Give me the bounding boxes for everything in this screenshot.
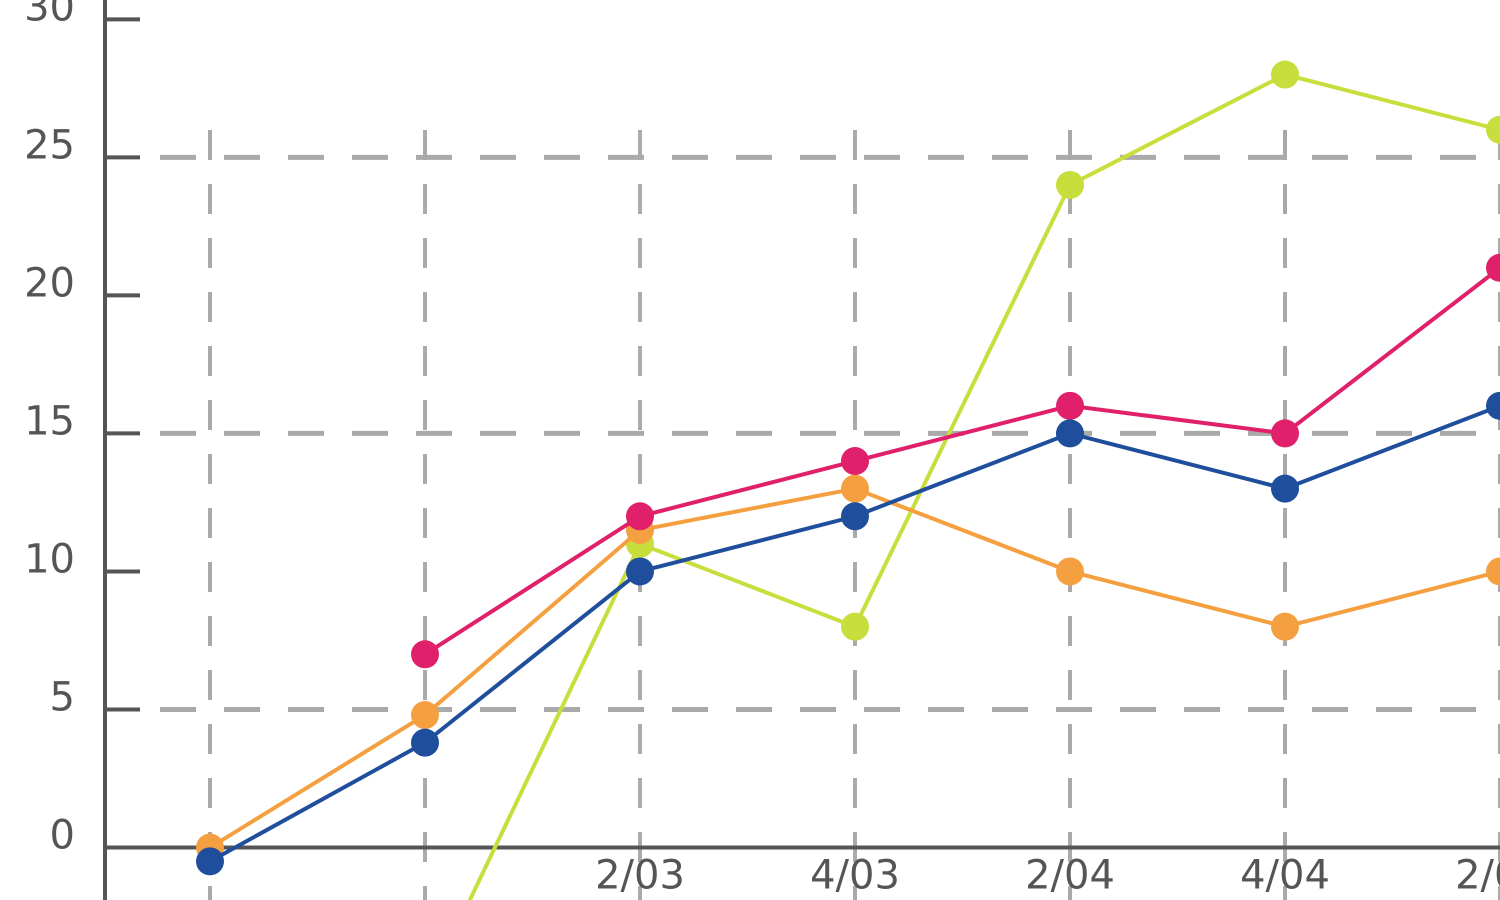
y-tick-label: 20: [24, 260, 75, 306]
data-point: [841, 612, 869, 641]
x-tick-label: 2/04: [1025, 853, 1115, 899]
data-point: [411, 701, 439, 730]
data-point: [1271, 60, 1299, 89]
data-point: [1056, 557, 1084, 586]
y-tick-label: 25: [24, 122, 75, 168]
data-point: [1056, 170, 1084, 199]
data-point: [1056, 391, 1084, 420]
y-tick-label: 15: [24, 398, 75, 444]
y-tick-label: 0: [50, 813, 75, 859]
data-point: [1486, 115, 1500, 144]
data-point: [841, 447, 869, 476]
data-point: [1056, 419, 1084, 448]
data-point: [1486, 557, 1500, 586]
y-tick-label: 5: [50, 675, 75, 721]
data-point: [1271, 419, 1299, 448]
data-point: [411, 640, 439, 669]
data-point: [1271, 612, 1299, 641]
x-tick-label: 4/04: [1240, 853, 1330, 899]
x-tick-label: 4/03: [810, 853, 900, 899]
data-point: [841, 474, 869, 503]
plot-area: [196, 60, 1500, 900]
data-point: [1271, 474, 1299, 503]
data-point: [626, 502, 654, 531]
x-tick-label: 2/05: [1455, 853, 1500, 899]
y-tick-label: 30: [24, 0, 75, 30]
data-point: [626, 557, 654, 586]
y-tick-label: 10: [24, 536, 75, 582]
x-tick-label: 2/03: [595, 853, 685, 899]
data-point: [411, 728, 439, 757]
data-point: [196, 847, 224, 876]
series-line: [423, 266, 1500, 656]
data-point: [1486, 391, 1500, 420]
series-line: [467, 72, 1500, 900]
data-point: [1486, 253, 1500, 282]
data-point: [841, 502, 869, 531]
